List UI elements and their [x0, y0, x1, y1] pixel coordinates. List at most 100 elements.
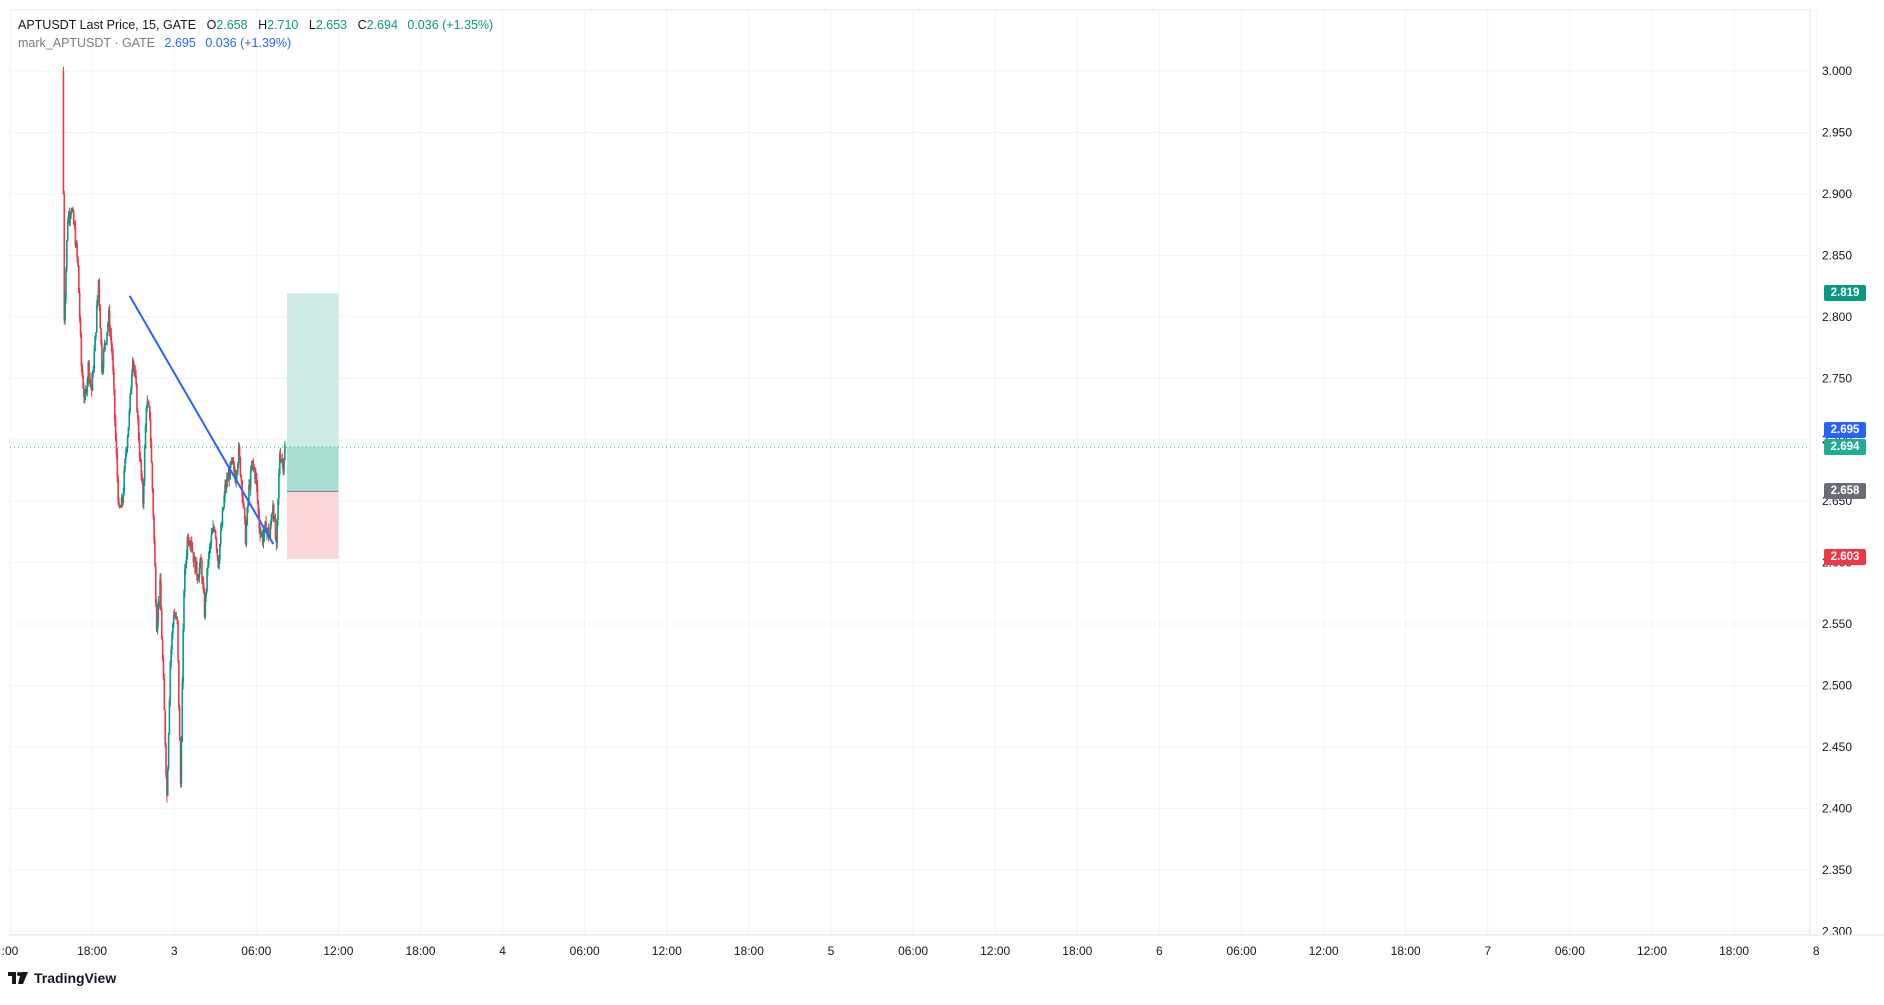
candle-body [116, 454, 119, 478]
price-axis-label: 2.950 [1822, 125, 1852, 139]
candle-body [133, 365, 136, 373]
candle-body [95, 305, 98, 333]
candle-body [218, 559, 220, 568]
candle-body [190, 541, 193, 548]
candle-body [118, 501, 120, 507]
candle-body [223, 496, 225, 508]
candle-body [264, 521, 267, 526]
time-axis-label: 5 [828, 944, 835, 958]
candle-body [91, 372, 94, 391]
candle-body [271, 514, 273, 519]
candle-body [87, 362, 90, 380]
candle-body [222, 507, 225, 511]
candle-body [274, 518, 277, 539]
time-axis-label: 12:00 [652, 944, 682, 958]
candle-body [121, 497, 124, 503]
candle-body [101, 342, 103, 372]
target-price-tag: 2.819 [1824, 285, 1866, 301]
candle-body [76, 243, 78, 257]
candle-body [165, 744, 167, 775]
candle-body [122, 492, 125, 503]
candle-body [114, 419, 117, 439]
time-axis-label: 18:00 [77, 944, 107, 958]
candle-body [266, 529, 268, 533]
candle-body [166, 768, 169, 796]
candle-body [276, 519, 278, 544]
candle-body [78, 292, 81, 319]
candle-body [66, 222, 69, 241]
candle-body [188, 544, 190, 546]
candle-body [154, 540, 156, 567]
candle-body [106, 331, 108, 342]
candle-body [66, 240, 68, 269]
candle-body [161, 639, 164, 659]
candle-body [220, 525, 223, 530]
candle-body [196, 561, 198, 576]
candle-body [128, 411, 131, 427]
candle-body [125, 448, 128, 454]
price-axis-label: 3.000 [1822, 64, 1852, 78]
price-axis-label: 2.550 [1822, 617, 1852, 631]
candle-body [231, 458, 233, 464]
candle-body [269, 524, 272, 539]
candle-body [72, 209, 74, 212]
candle-body [120, 497, 123, 507]
trendline[interactable] [128, 295, 275, 545]
candle-body [212, 527, 214, 533]
candle-body [270, 518, 273, 525]
legend-open-label: O [206, 18, 217, 32]
candle-body [134, 372, 137, 376]
candle-body [124, 459, 126, 471]
candle-body [86, 379, 89, 392]
candle-body [243, 507, 246, 519]
candle-body [127, 426, 130, 438]
candle-body [113, 370, 115, 390]
candle-body [275, 538, 278, 544]
candle-body [277, 498, 279, 520]
candle-body [123, 470, 125, 493]
candle-body [186, 536, 189, 556]
candle-body [170, 649, 172, 663]
candle-body [92, 371, 95, 373]
candle-body [197, 577, 200, 581]
candle-body [147, 402, 149, 404]
candle-body [246, 507, 249, 525]
candle-body [245, 524, 248, 545]
legend-change: 0.036 (+1.35%) [407, 18, 494, 32]
candle-body [152, 489, 155, 517]
candle-body [247, 501, 249, 508]
candle-body [143, 448, 146, 483]
candle-body [199, 559, 202, 568]
candle-body [166, 774, 168, 796]
candle-body [89, 379, 92, 386]
time-axis-label: 06:00 [1226, 944, 1256, 958]
price-axis-label: 2.850 [1822, 248, 1852, 262]
candle-body [233, 465, 236, 474]
tradingview-logo[interactable]: TradingView [8, 970, 116, 986]
candle-body [95, 332, 97, 337]
candle-body [254, 469, 256, 479]
legend-mark-change: 0.036 (+1.39%) [205, 36, 292, 50]
legend-symbol: APTUSDT Last Price, 15, GATE [18, 18, 197, 32]
candle-body [83, 388, 85, 397]
candle-body [261, 533, 264, 543]
candle-body [262, 535, 265, 543]
candle-body [206, 568, 208, 591]
candle-body [240, 475, 243, 482]
loss-zone[interactable] [287, 491, 339, 559]
candle-body [230, 463, 232, 465]
candle-body [278, 454, 281, 474]
candle-body [217, 555, 219, 568]
candle-body [62, 71, 65, 195]
candle-body [243, 503, 245, 508]
candle-body [103, 344, 106, 351]
candle-body [224, 484, 226, 497]
candle-body [185, 555, 188, 564]
legend-mark-value: 2.695 [164, 36, 196, 50]
candle-body [79, 318, 82, 335]
candle-body [101, 367, 104, 372]
candle-body [178, 707, 181, 741]
candle-body [119, 506, 121, 508]
